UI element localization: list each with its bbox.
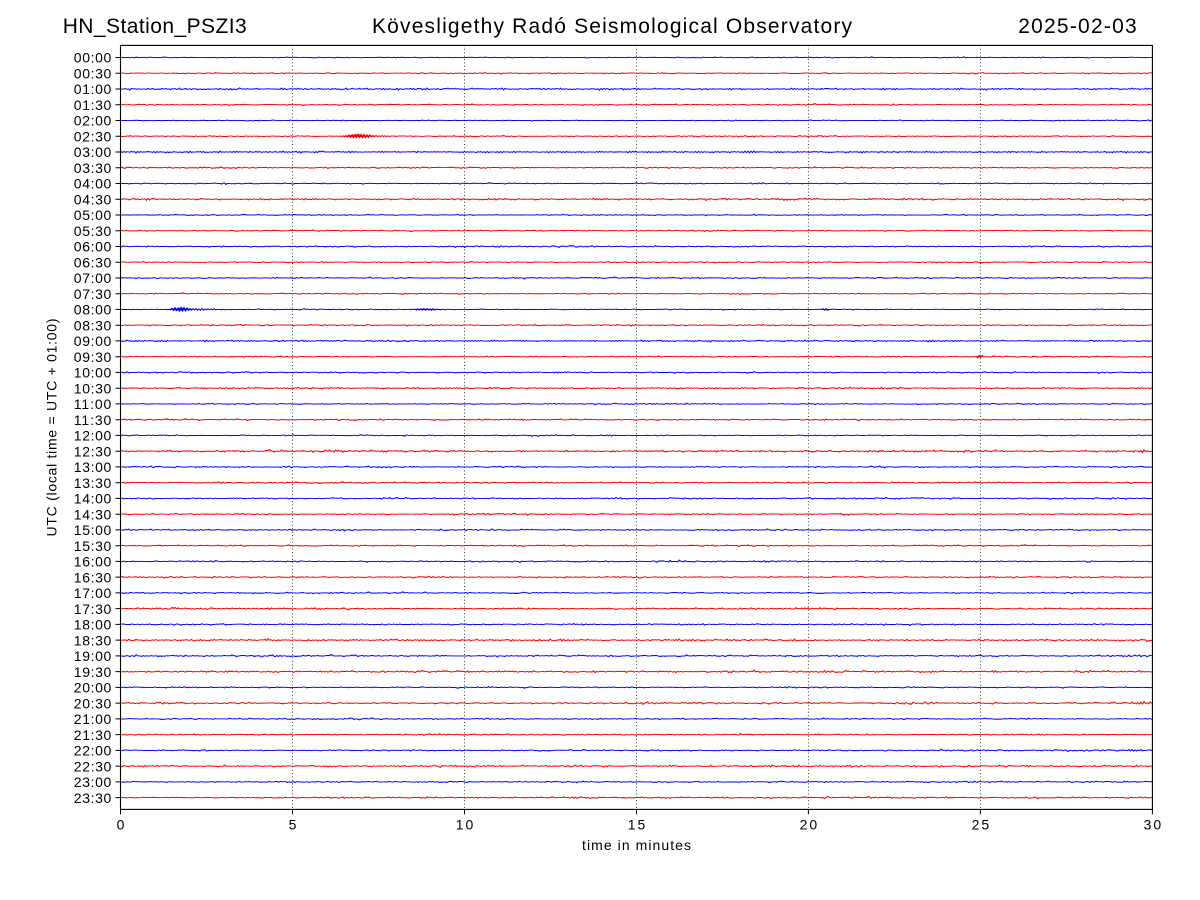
svg-text:07:30: 07:30 [74,286,112,302]
svg-text:17:30: 17:30 [74,601,112,617]
svg-text:5: 5 [289,817,297,833]
svg-text:30: 30 [1144,817,1162,833]
svg-text:22:00: 22:00 [74,743,112,759]
svg-text:01:00: 01:00 [74,81,112,97]
svg-text:18:30: 18:30 [74,632,112,648]
svg-text:19:00: 19:00 [74,648,112,664]
svg-text:time in minutes: time in minutes [582,837,691,853]
svg-text:10:00: 10:00 [74,365,112,381]
svg-text:16:30: 16:30 [74,569,112,585]
svg-text:22:30: 22:30 [74,758,112,774]
svg-text:02:00: 02:00 [74,113,112,129]
svg-text:02:30: 02:30 [74,128,112,144]
svg-text:12:30: 12:30 [74,443,112,459]
svg-text:04:00: 04:00 [74,176,112,192]
svg-text:17:00: 17:00 [74,585,112,601]
svg-text:0: 0 [117,817,125,833]
svg-text:03:30: 03:30 [74,160,112,176]
svg-text:15:30: 15:30 [74,538,112,554]
svg-text:08:30: 08:30 [74,317,112,333]
svg-text:21:30: 21:30 [74,727,112,743]
svg-text:11:30: 11:30 [74,412,112,428]
svg-text:14:00: 14:00 [74,491,112,507]
svg-text:13:00: 13:00 [74,459,112,475]
svg-text:03:00: 03:00 [74,144,112,160]
svg-text:UTC (local time = UTC + 01:00): UTC (local time = UTC + 01:00) [44,319,60,537]
svg-text:06:00: 06:00 [74,239,112,255]
svg-text:23:00: 23:00 [74,774,112,790]
svg-text:00:00: 00:00 [74,50,112,66]
svg-text:20:30: 20:30 [74,695,112,711]
svg-text:20:00: 20:00 [74,680,112,696]
svg-text:18:00: 18:00 [74,617,112,633]
svg-text:Kövesligethy Radó Seismologica: Kövesligethy Radó Seismological Observat… [372,15,853,38]
svg-text:HN_Station_PSZI3: HN_Station_PSZI3 [63,15,247,38]
svg-text:11:00: 11:00 [74,396,112,412]
svg-text:09:00: 09:00 [74,333,112,349]
svg-text:10: 10 [456,817,474,833]
svg-text:2025-02-03: 2025-02-03 [1018,15,1137,38]
svg-text:15: 15 [628,817,646,833]
svg-text:08:00: 08:00 [74,302,112,318]
svg-text:05:30: 05:30 [74,223,112,239]
svg-text:14:30: 14:30 [74,506,112,522]
svg-text:23:30: 23:30 [74,790,112,806]
svg-text:07:00: 07:00 [74,270,112,286]
svg-text:04:30: 04:30 [74,191,112,207]
svg-text:10:30: 10:30 [74,380,112,396]
svg-text:12:00: 12:00 [74,428,112,444]
svg-text:20: 20 [800,817,818,833]
svg-text:15:00: 15:00 [74,522,112,538]
svg-text:09:30: 09:30 [74,349,112,365]
svg-text:19:30: 19:30 [74,664,112,680]
svg-text:05:00: 05:00 [74,207,112,223]
svg-text:06:30: 06:30 [74,254,112,270]
svg-text:13:30: 13:30 [74,475,112,491]
svg-text:25: 25 [972,817,990,833]
svg-text:00:30: 00:30 [74,65,112,81]
svg-text:21:00: 21:00 [74,711,112,727]
svg-text:01:30: 01:30 [74,97,112,113]
svg-text:16:00: 16:00 [74,554,112,570]
